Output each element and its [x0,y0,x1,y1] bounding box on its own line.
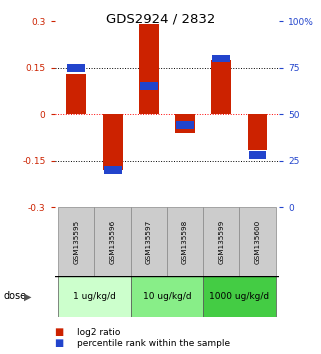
Text: ▶: ▶ [23,291,31,302]
Text: GSM135597: GSM135597 [146,219,152,264]
Text: 1 ug/kg/d: 1 ug/kg/d [73,292,116,301]
Text: GSM135595: GSM135595 [73,219,79,264]
Bar [203,207,239,276]
Bar [103,114,123,170]
Bar [212,55,230,62]
Bar [211,60,231,114]
Text: ■: ■ [55,338,64,348]
Text: 1000 ug/kg/d: 1000 ug/kg/d [209,292,269,301]
Text: GSM135598: GSM135598 [182,219,188,264]
Bar [139,24,159,114]
Text: dose: dose [3,291,26,302]
Text: GSM135600: GSM135600 [255,219,261,264]
Bar [58,207,94,276]
Bar [203,276,276,317]
Bar [248,151,266,159]
Bar [239,207,276,276]
Bar [140,82,158,90]
Text: ■: ■ [55,327,64,337]
Bar [104,166,122,174]
Bar [247,114,267,150]
Text: GSM135596: GSM135596 [109,219,116,264]
Bar [167,207,203,276]
Bar [66,74,86,114]
Text: GSM135599: GSM135599 [218,219,224,264]
Bar [67,64,85,72]
Text: GDS2924 / 2832: GDS2924 / 2832 [106,12,215,25]
Bar [131,207,167,276]
Bar [131,276,203,317]
Text: 10 ug/kg/d: 10 ug/kg/d [143,292,191,301]
Bar [176,121,194,129]
Bar [175,114,195,133]
Text: percentile rank within the sample: percentile rank within the sample [77,339,230,348]
Text: log2 ratio: log2 ratio [77,327,120,337]
Bar [58,276,131,317]
Bar [94,207,131,276]
